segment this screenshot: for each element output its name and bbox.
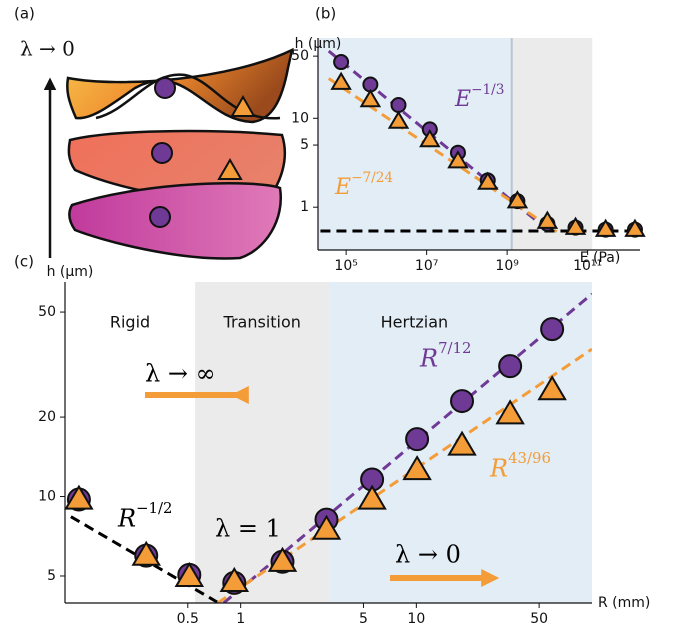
bead [150,207,170,227]
annotation-exponent: 43/96 [508,449,551,467]
y-axis-label: h (μm) [47,264,94,280]
x-tick-label: 0.5 [177,611,199,627]
panel-label: (b) [315,5,336,23]
y-axis-label: h (μm) [295,36,342,52]
annotation-exponent: −1/2 [136,499,172,517]
x-tick-label: 1 [236,611,245,627]
region-label: Rigid [110,313,150,332]
shape [69,183,280,258]
x-tick-label: 50 [530,611,548,627]
annotation-exponent: −1/3 [471,82,504,98]
x-tick-label: 10⁵ [334,258,357,274]
y-tick-label: 5 [47,568,56,584]
annotation: λ → 0 [20,37,75,61]
region-label: Hertzian [381,313,449,332]
data-point [499,355,521,377]
data-point [334,55,348,69]
x-axis-label: E (Pa) [580,250,621,266]
chart: Rigid Transition Hertzian 0.5 1 5 10 50 5 10 20 50 h… [14,253,650,628]
y-tick-label: 20 [38,409,56,425]
annotation: λ = 1 [215,515,281,543]
panel-label: (a) [14,5,35,23]
annotation: λ → ∞ [145,360,216,388]
y-tick-label: 5 [300,137,309,153]
x-tick-label: 10 [407,611,425,627]
x-tick-label: 5 [359,611,368,627]
data-point [541,318,563,340]
annotation: λ → 0 [395,541,461,569]
y-tick-label: 50 [38,304,56,320]
data-point [451,390,473,412]
bead [152,143,172,163]
bead [155,78,175,98]
figure: (a) λ → 0 10⁵10⁷10⁹10¹¹151050h (μm)E (Pa… [0,0,676,633]
y-tick-label: 10 [38,489,56,505]
y-tick-label: 10 [291,110,309,126]
panel-a: (a) λ → 0 [14,5,292,259]
y-tick-label: 1 [300,199,309,215]
x-axis-label: R (mm) [598,595,650,611]
data-point [406,428,428,450]
x-tick-label: 10⁹ [495,258,519,274]
data-point [392,98,406,112]
annotation-exponent: 7/12 [438,339,471,357]
annotation-exponent: −7/24 [351,170,393,186]
panel-label: (c) [14,253,34,271]
region-label: Transition [223,313,301,332]
region [318,38,512,250]
x-tick-label: 10⁷ [415,258,438,274]
shape [67,50,292,122]
